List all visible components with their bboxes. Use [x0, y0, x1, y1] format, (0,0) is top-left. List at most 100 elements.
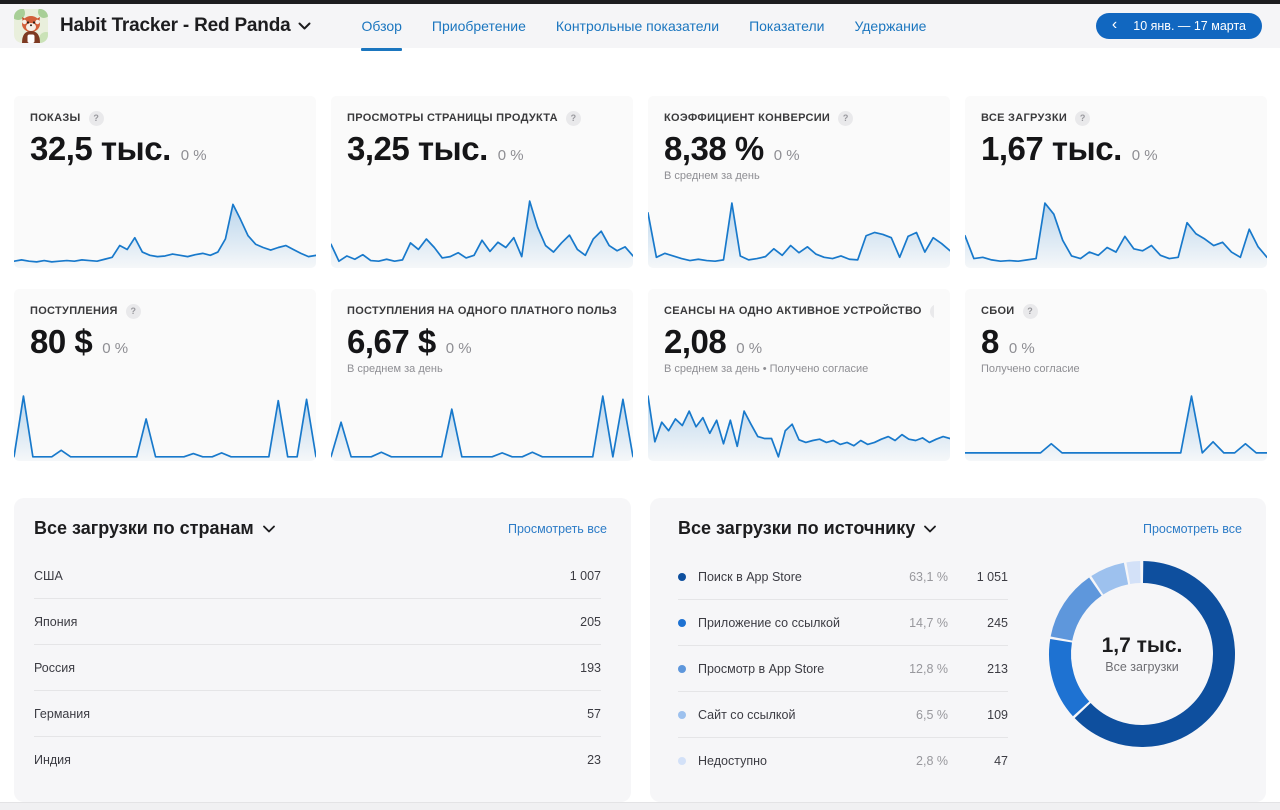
tab-metrics[interactable]: Показатели	[749, 18, 825, 34]
table-row[interactable]: Япония 205	[34, 599, 601, 645]
sparkline-chart	[965, 196, 1267, 268]
legend-dot	[678, 757, 686, 765]
header-bar: Habit Tracker - Red Panda Обзор Приобрет…	[0, 4, 1280, 51]
table-row[interactable]: Сайт со ссылкой 6,5 % 109	[678, 692, 1008, 738]
downloads-by-country-panel: Все загрузки по странам Просмотреть все …	[14, 498, 631, 802]
country-value: 23	[587, 753, 601, 767]
chevron-down-icon[interactable]	[298, 22, 311, 30]
metric-value: 32,5 тыс.	[30, 130, 171, 167]
source-name: Просмотр в App Store	[698, 661, 825, 676]
table-row[interactable]: США 1 007	[34, 553, 601, 599]
sparkline-chart	[331, 389, 633, 461]
panel-title-sources[interactable]: Все загрузки по источнику	[678, 518, 937, 539]
metric-value: 1,67 тыс.	[981, 130, 1122, 167]
country-name: США	[34, 568, 63, 583]
metric-card-proceeds-per-paying-user[interactable]: ПОСТУПЛЕНИЯ НА ОДНОГО ПЛАТНОГО ПОЛЬЗ ? 6…	[331, 289, 633, 461]
metric-card-impressions[interactable]: ПОКАЗЫ ? 32,5 тыс. 0 %	[14, 96, 316, 268]
source-value: 245	[987, 615, 1008, 630]
panel-title-countries[interactable]: Все загрузки по странам	[34, 518, 275, 539]
chevron-left-icon[interactable]: ‹	[1111, 16, 1118, 33]
source-name: Недоступно	[698, 754, 767, 768]
legend-dot	[678, 618, 686, 627]
help-icon[interactable]: ?	[929, 303, 934, 319]
source-name: Приложение со ссылкой	[698, 615, 840, 630]
tab-retention[interactable]: Удержание	[854, 18, 927, 34]
metric-card-product-page-views[interactable]: ПРОСМОТРЫ СТРАНИЦЫ ПРОДУКТА ? 3,25 тыс. …	[331, 96, 633, 268]
panel-title-text: Все загрузки по источнику	[678, 518, 916, 538]
country-name: Германия	[34, 706, 91, 721]
chevron-down-icon	[924, 525, 937, 532]
tab-overview[interactable]: Обзор	[361, 4, 403, 51]
nav-tabs: Обзор Приобретение Контрольные показател…	[361, 4, 927, 51]
metric-delta: 0 %	[497, 147, 524, 164]
metric-label: ПРОСМОТРЫ СТРАНИЦЫ ПРОДУКТА	[347, 112, 558, 124]
see-all-link[interactable]: Просмотреть все	[507, 521, 607, 536]
metric-card-proceeds[interactable]: ПОСТУПЛЕНИЯ ? 80 $ 0 %	[14, 289, 316, 461]
metric-card-sessions-per-active-device[interactable]: СЕАНСЫ НА ОДНО АКТИВНОЕ УСТРОЙСТВО ? 2,0…	[648, 289, 950, 461]
app-icon[interactable]	[14, 9, 48, 43]
chevron-down-icon	[262, 525, 275, 532]
help-icon[interactable]: ?	[838, 110, 854, 126]
app-title: Habit Tracker - Red Panda	[60, 15, 291, 36]
source-percent: 6,5 %	[916, 707, 948, 722]
metric-label: ПОСТУПЛЕНИЯ НА ОДНОГО ПЛАТНОГО ПОЛЬЗ	[347, 305, 617, 317]
metric-delta: 0 %	[736, 340, 763, 357]
metric-label: ВСЕ ЗАГРУЗКИ	[981, 112, 1068, 124]
metric-card-total-downloads[interactable]: ВСЕ ЗАГРУЗКИ ? 1,67 тыс. 0 %	[965, 96, 1267, 268]
metric-label: ПОСТУПЛЕНИЯ	[30, 305, 118, 317]
see-all-link[interactable]: Просмотреть все	[1142, 521, 1242, 536]
source-name: Сайт со ссылкой	[698, 707, 796, 722]
table-row[interactable]: Поиск в App Store 63,1 % 1 051	[678, 554, 1008, 600]
table-row[interactable]: Просмотр в App Store 12,8 % 213	[678, 646, 1008, 692]
metric-delta: 0 %	[773, 147, 800, 164]
help-icon[interactable]: ?	[1022, 303, 1038, 319]
sparkline-chart	[648, 389, 950, 461]
donut-chart-svg	[1049, 561, 1235, 747]
source-percent: 14,7 %	[909, 615, 948, 630]
metric-card-conversion-rate[interactable]: КОЭФФИЦИЕНТ КОНВЕРСИИ ? 8,38 % 0 % В сре…	[648, 96, 950, 268]
metric-delta: 0 %	[180, 147, 207, 164]
metric-card-crashes[interactable]: СБОИ ? 8 0 % Получено согласие	[965, 289, 1267, 461]
date-range-label: 10 янв. — 17 марта	[1133, 19, 1246, 33]
source-value: 47	[994, 754, 1008, 768]
metric-delta: 0 %	[445, 340, 472, 357]
tab-acquisition[interactable]: Приобретение	[431, 18, 526, 34]
source-value: 213	[987, 661, 1008, 676]
window-bottom-edge	[0, 802, 1280, 810]
table-row[interactable]: Индия 23	[34, 737, 601, 783]
help-icon[interactable]: ?	[125, 303, 141, 319]
sparkline-chart	[14, 389, 316, 461]
metric-value: 80 $	[30, 323, 93, 360]
tab-benchmarks[interactable]: Контрольные показатели	[555, 18, 720, 34]
metric-value: 2,08	[664, 323, 727, 360]
metric-delta: 0 %	[1008, 340, 1035, 357]
metric-label: СЕАНСЫ НА ОДНО АКТИВНОЕ УСТРОЙСТВО	[664, 305, 922, 317]
date-range-picker[interactable]: ‹ 10 янв. — 17 марта	[1095, 13, 1262, 39]
source-percent: 12,8 %	[909, 661, 948, 676]
panel-title-text: Все загрузки по странам	[34, 518, 254, 538]
help-icon[interactable]: ?	[565, 110, 581, 126]
source-percent: 2,8 %	[916, 754, 948, 768]
sparkline-chart	[648, 196, 950, 268]
help-icon[interactable]: ?	[88, 110, 104, 126]
table-row[interactable]: Россия 193	[34, 645, 601, 691]
help-icon[interactable]: ?	[1075, 110, 1091, 126]
source-value: 109	[987, 707, 1008, 722]
metric-value: 3,25 тыс.	[347, 130, 488, 167]
country-name: Индия	[34, 753, 71, 767]
sparkline-chart	[331, 196, 633, 268]
metric-label: СБОИ	[981, 305, 1015, 317]
downloads-by-source-panel: Все загрузки по источнику Просмотреть вс…	[650, 498, 1266, 802]
source-name: Поиск в App Store	[698, 569, 802, 584]
metric-value: 8,38 %	[664, 130, 764, 167]
metric-label: ПОКАЗЫ	[30, 112, 81, 124]
table-row[interactable]: Германия 57	[34, 691, 601, 737]
table-row[interactable]: Приложение со ссылкой 14,7 % 245	[678, 600, 1008, 646]
country-value: 57	[587, 706, 601, 721]
table-row[interactable]: Недоступно 2,8 % 47	[678, 738, 1008, 784]
source-percent: 63,1 %	[909, 569, 948, 584]
metric-subtitle: Получено согласие	[981, 362, 1080, 375]
country-name: Япония	[34, 614, 78, 629]
metric-delta: 0 %	[1131, 147, 1158, 164]
